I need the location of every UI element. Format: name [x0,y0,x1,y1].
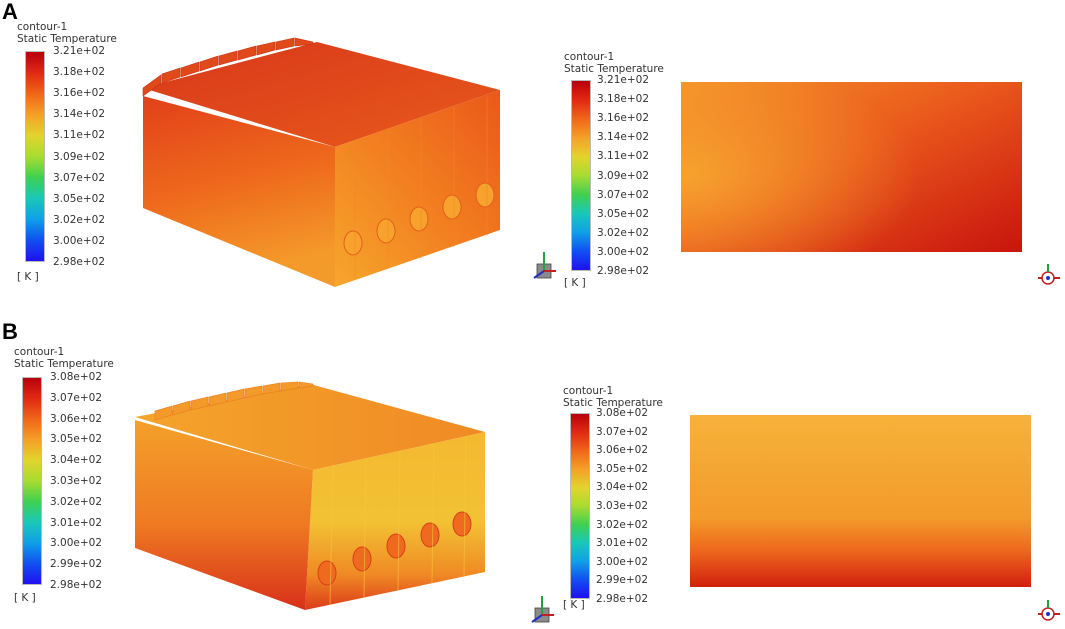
slice-a [681,82,1022,252]
legend-color-bar [22,377,42,585]
legend-tick-label: 3.03e+02 [50,475,102,487]
heat-sink-block-b [135,381,485,610]
legend-tick-label: 3.00e+02 [50,537,102,550]
legend-unit: [ K ] [17,271,39,283]
legend-tick-label: 3.02e+02 [597,226,649,239]
block-b-fins [154,381,314,421]
axis-triad-icon [531,596,554,623]
legend-tick-label: 3.02e+02 [53,213,105,226]
legend-tick-label: 2.99e+02 [596,574,648,587]
legend-tick-label: 3.11e+02 [53,129,105,142]
legend-tick-label: 3.09e+02 [597,169,649,182]
legend-tick-label: 2.98e+02 [53,256,105,268]
legend-tick-label: 3.11e+02 [597,150,649,163]
legend-tick-label: 3.00e+02 [597,245,649,258]
legend-tick-label: 3.05e+02 [50,433,102,446]
legend-contour-name: contour-1 [14,346,65,358]
block-a-fins [142,37,314,97]
legend-tick-label: 3.09e+02 [53,150,105,163]
block-a-side-face [335,90,500,287]
legend-tick-label: 3.07e+02 [53,171,105,184]
legend-tick-label: 3.18e+02 [53,66,105,79]
legend-tick-label: 3.07e+02 [50,391,102,404]
legend-contour-name: contour-1 [564,51,615,63]
block-b-front-face [135,420,313,610]
legend-tick-label: 2.99e+02 [50,558,102,571]
legend-color-bar [25,51,45,262]
block-a-front-face [143,96,335,287]
legend-tick-label: 3.05e+02 [596,462,648,475]
legend-tick-label: 3.02e+02 [596,518,648,531]
legend-tick-label: 3.18e+02 [597,93,649,106]
legend-tick-label: 3.21e+02 [597,74,649,86]
legend-tick-label: 3.07e+02 [596,425,648,438]
legend-variable: Static Temperature [17,33,117,45]
legend-tick-label: 2.98e+02 [597,265,649,277]
legend-tick-label: 3.08e+02 [50,371,102,383]
legend-color-bar [570,413,590,599]
axis-triad-icon [533,252,556,279]
block-b-side-face [305,432,485,610]
color-legend-b-right: contour-1 Static Temperature 3.08e+02 3.0… [563,385,693,625]
legend-tick-label: 3.05e+02 [53,192,105,205]
legend-tick-label: 3.04e+02 [596,481,648,494]
legend-unit: [ K ] [563,599,585,611]
legend-variable: Static Temperature [14,358,114,370]
legend-tick-label: 3.00e+02 [53,234,105,247]
legend-tick-label: 3.16e+02 [53,87,105,100]
legend-unit: [ K ] [564,277,586,289]
color-legend-b-left: contour-1 Static Temperature 3.08e+02 3.0… [14,346,144,612]
color-legend-a-left: contour-1 Static Temperature 3.21e+02 3.1… [17,21,147,287]
slice-b-contour [690,415,1031,587]
legend-tick-label: 3.05e+02 [597,207,649,220]
panel-label-b: B [2,319,18,344]
heat-sink-block-a [142,37,500,287]
panel-label-a: A [2,0,18,24]
axis-triad-icon [1038,600,1060,621]
axis-triad-icon [1038,264,1060,285]
legend-tick-label: 3.01e+02 [596,537,648,550]
legend-tick-label: 3.04e+02 [50,454,102,467]
legend-tick-label: 3.03e+02 [596,500,648,512]
legend-tick-label: 3.21e+02 [53,45,105,57]
block-b-pipe-holes [317,511,472,586]
legend-contour-name: contour-1 [563,385,614,397]
legend-tick-label: 3.01e+02 [50,516,102,529]
legend-unit: [ K ] [14,592,36,604]
legend-tick-label: 3.16e+02 [597,112,649,125]
legend-tick-label: 3.06e+02 [596,444,648,457]
block-a-pipe-holes [343,182,495,256]
legend-tick-label: 3.14e+02 [597,131,649,144]
legend-tick-label: 3.00e+02 [596,555,648,568]
legend-contour-name: contour-1 [17,21,68,33]
legend-tick-label: 3.06e+02 [50,412,102,425]
legend-tick-label: 3.02e+02 [50,495,102,508]
legend-variable: Static Temperature [564,63,664,75]
legend-tick-label: 3.14e+02 [53,108,105,121]
legend-tick-label: 2.98e+02 [596,593,648,605]
color-legend-a-right: contour-1 Static Temperature 3.21e+02 3.1… [564,51,694,291]
legend-tick-label: 3.08e+02 [596,407,648,419]
legend-tick-label: 2.98e+02 [50,579,102,591]
legend-color-bar [571,80,591,271]
block-b-top-face [135,384,485,470]
slice-b [690,415,1031,587]
legend-tick-label: 3.07e+02 [597,188,649,201]
block-a-top-face [143,42,500,147]
legend-variable: Static Temperature [563,397,663,409]
